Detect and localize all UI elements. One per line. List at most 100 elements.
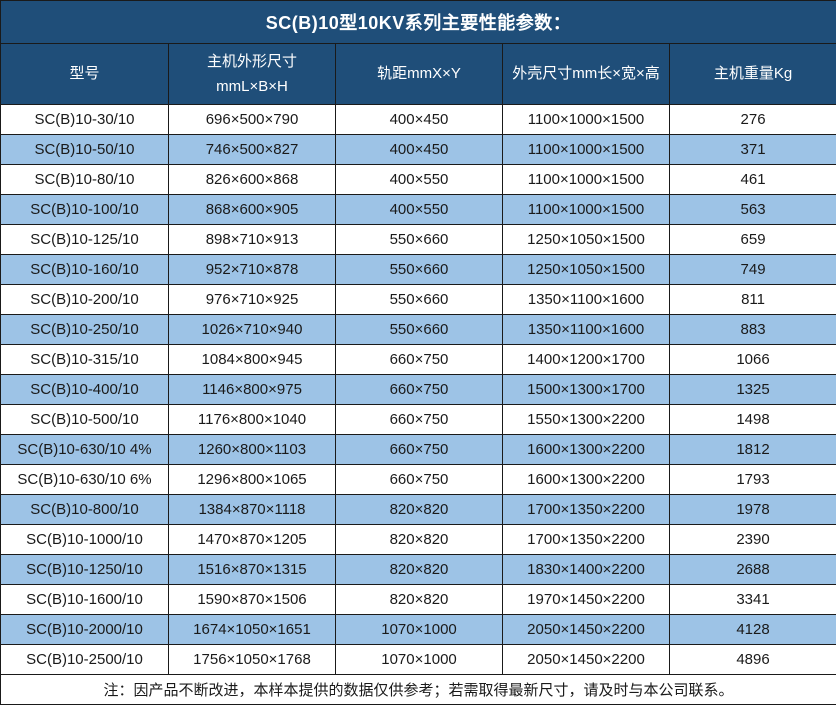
table-cell: 868×600×905 bbox=[168, 194, 336, 225]
table-cell: 1600×1300×2200 bbox=[502, 434, 670, 465]
table-cell: SC(B)10-125/10 bbox=[0, 224, 169, 255]
table-cell: 1978 bbox=[668, 494, 836, 525]
table-cell: 660×750 bbox=[335, 464, 503, 495]
table-cell: 1500×1300×1700 bbox=[502, 374, 670, 405]
header-cell-rail-gauge: 轨距mmX×Y bbox=[335, 43, 503, 105]
table-cell: 1470×870×1205 bbox=[168, 524, 336, 555]
table-cell: 1084×800×945 bbox=[168, 344, 336, 375]
table-cell: 400×550 bbox=[335, 194, 503, 225]
table-cell: 1812 bbox=[668, 434, 836, 465]
table-row: SC(B)10-1250/10 1516×870×1315 820×820 1830×… bbox=[0, 554, 836, 585]
table-cell: 276 bbox=[668, 104, 836, 135]
table-head: SC(B)10型10KV系列主要性能参数： 型号 主机外形尺寸 mmL×B×H 轨距m… bbox=[0, 0, 836, 105]
table-cell: 1100×1000×1500 bbox=[502, 164, 670, 195]
table-cell: 2050×1450×2200 bbox=[502, 614, 670, 645]
table-cell: SC(B)10-100/10 bbox=[0, 194, 169, 225]
table-cell: SC(B)10-160/10 bbox=[0, 254, 169, 285]
table-cell: 1400×1200×1700 bbox=[502, 344, 670, 375]
table-cell: 1250×1050×1500 bbox=[502, 224, 670, 255]
table-cell: 746×500×827 bbox=[168, 134, 336, 165]
table-cell: 371 bbox=[668, 134, 836, 165]
table-cell: 550×660 bbox=[335, 314, 503, 345]
table-cell: 898×710×913 bbox=[168, 224, 336, 255]
table-cell: 1146×800×975 bbox=[168, 374, 336, 405]
table-cell: 1700×1350×2200 bbox=[502, 524, 670, 555]
table-cell: 1100×1000×1500 bbox=[502, 104, 670, 135]
table-cell: 820×820 bbox=[335, 494, 503, 525]
table-cell: 1350×1100×1600 bbox=[502, 284, 670, 315]
table-cell: 1600×1300×2200 bbox=[502, 464, 670, 495]
table-cell: 811 bbox=[668, 284, 836, 315]
page-title: SC(B)10型10KV系列主要性能参数： bbox=[0, 0, 836, 44]
table-cell: 660×750 bbox=[335, 434, 503, 465]
header-cell-shell-size: 外壳尺寸mm长×宽×高 bbox=[502, 43, 670, 105]
table-cell: 820×820 bbox=[335, 554, 503, 585]
table-row: SC(B)10-500/10 1176×800×1040 660×750 1550×1… bbox=[0, 404, 836, 435]
table-cell: 1516×870×1315 bbox=[168, 554, 336, 585]
table-cell: 1296×800×1065 bbox=[168, 464, 336, 495]
table-cell: 1350×1100×1600 bbox=[502, 314, 670, 345]
table-cell: 1026×710×940 bbox=[168, 314, 336, 345]
table-row: SC(B)10-160/10 952×710×878 550×660 1250×105… bbox=[0, 254, 836, 285]
table-cell: 696×500×790 bbox=[168, 104, 336, 135]
table-cell: SC(B)10-800/10 bbox=[0, 494, 169, 525]
table-cell: 1070×1000 bbox=[335, 644, 503, 675]
header-cell-dimensions: 主机外形尺寸 mmL×B×H bbox=[168, 43, 336, 105]
table-cell: 563 bbox=[668, 194, 836, 225]
table-cell: 1700×1350×2200 bbox=[502, 494, 670, 525]
table-cell: 400×550 bbox=[335, 164, 503, 195]
table-cell: 976×710×925 bbox=[168, 284, 336, 315]
table-cell: 4896 bbox=[668, 644, 836, 675]
table-cell: 1384×870×1118 bbox=[168, 494, 336, 525]
table-cell: 660×750 bbox=[335, 404, 503, 435]
table-row: SC(B)10-630/10 6% 1296×800×1065 660×750 160… bbox=[0, 464, 836, 495]
table-cell: 1550×1300×2200 bbox=[502, 404, 670, 435]
table-cell: 1325 bbox=[668, 374, 836, 405]
table-cell: SC(B)10-30/10 bbox=[0, 104, 169, 135]
table-cell: SC(B)10-315/10 bbox=[0, 344, 169, 375]
table-cell: 3341 bbox=[668, 584, 836, 615]
table-cell: 660×750 bbox=[335, 374, 503, 405]
table-cell: 2390 bbox=[668, 524, 836, 555]
table-cell: 4128 bbox=[668, 614, 836, 645]
table-cell: SC(B)10-2500/10 bbox=[0, 644, 169, 675]
table-row: SC(B)10-800/10 1384×870×1118 820×820 1700×1… bbox=[0, 494, 836, 525]
table-cell: SC(B)10-80/10 bbox=[0, 164, 169, 195]
table-cell: 1250×1050×1500 bbox=[502, 254, 670, 285]
table-cell: 659 bbox=[668, 224, 836, 255]
table-cell: 400×450 bbox=[335, 134, 503, 165]
table-body: SC(B)10-30/10 696×500×790 400×450 1100×1000… bbox=[0, 104, 836, 675]
table-row: SC(B)10-125/10 898×710×913 550×660 1250×105… bbox=[0, 224, 836, 255]
table-cell: 1674×1050×1651 bbox=[168, 614, 336, 645]
table-cell: 1498 bbox=[668, 404, 836, 435]
table-row: SC(B)10-315/10 1084×800×945 660×750 1400×12… bbox=[0, 344, 836, 375]
table-row: SC(B)10-630/10 4% 1260×800×1103 660×750 160… bbox=[0, 434, 836, 465]
table-cell: 1830×1400×2200 bbox=[502, 554, 670, 585]
footer-row: 注：因产品不断改进，本样本提供的数据仅供参考；若需取得最新尺寸，请及时与本公司联… bbox=[0, 674, 836, 705]
table-cell: 1970×1450×2200 bbox=[502, 584, 670, 615]
footer-note: 注：因产品不断改进，本样本提供的数据仅供参考；若需取得最新尺寸，请及时与本公司联… bbox=[0, 674, 836, 705]
table-row: SC(B)10-30/10 696×500×790 400×450 1100×1000… bbox=[0, 104, 836, 135]
table-cell: 461 bbox=[668, 164, 836, 195]
table-cell: 820×820 bbox=[335, 524, 503, 555]
table-row: SC(B)10-100/10 868×600×905 400×550 1100×100… bbox=[0, 194, 836, 225]
table-row: SC(B)10-250/10 1026×710×940 550×660 1350×11… bbox=[0, 314, 836, 345]
table-cell: 1066 bbox=[668, 344, 836, 375]
table-cell: 883 bbox=[668, 314, 836, 345]
table-cell: 550×660 bbox=[335, 284, 503, 315]
table-cell: 1793 bbox=[668, 464, 836, 495]
table-cell: 1756×1050×1768 bbox=[168, 644, 336, 675]
table-cell: 1100×1000×1500 bbox=[502, 134, 670, 165]
table-row: SC(B)10-1000/10 1470×870×1205 820×820 1700×… bbox=[0, 524, 836, 555]
table-cell: SC(B)10-250/10 bbox=[0, 314, 169, 345]
table-row: SC(B)10-200/10 976×710×925 550×660 1350×110… bbox=[0, 284, 836, 315]
table-cell: 660×750 bbox=[335, 344, 503, 375]
table-foot: 注：因产品不断改进，本样本提供的数据仅供参考；若需取得最新尺寸，请及时与本公司联… bbox=[0, 674, 836, 705]
header-cell-model: 型号 bbox=[0, 43, 169, 105]
table-cell: 550×660 bbox=[335, 254, 503, 285]
table-row: SC(B)10-80/10 826×600×868 400×550 1100×1000… bbox=[0, 164, 836, 195]
table-cell: 400×450 bbox=[335, 104, 503, 135]
table-cell: 952×710×878 bbox=[168, 254, 336, 285]
table-cell: SC(B)10-1000/10 bbox=[0, 524, 169, 555]
